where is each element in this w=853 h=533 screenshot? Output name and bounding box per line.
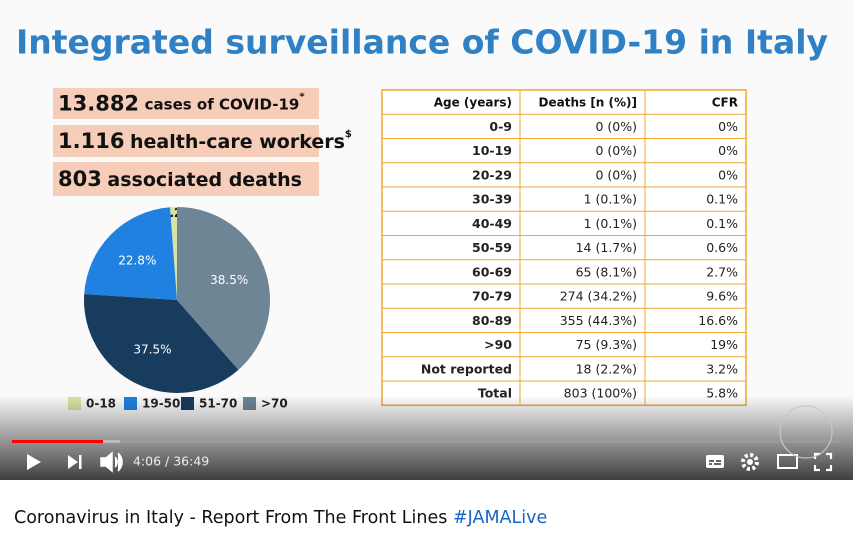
channel-watermark[interactable] (779, 405, 833, 459)
stat-label: cases of COVID-19 (145, 95, 300, 113)
table-cell: 18 (2.2%) (576, 361, 637, 376)
table-cell: 0% (718, 143, 738, 158)
stat-box (53, 125, 319, 157)
table-age: 10-19 (472, 143, 512, 158)
fullscreen-button[interactable] (813, 452, 833, 472)
pie-label: 37.5% (133, 343, 171, 357)
table-cell: 0% (718, 119, 738, 134)
stat-note: $ (345, 129, 352, 140)
slide-title: Integrated surveillance of COVID-19 in I… (16, 23, 828, 62)
table-age: 80-89 (472, 313, 512, 328)
table-cell: 0 (0%) (595, 167, 637, 182)
table-cell: 355 (44.3%) (560, 313, 637, 328)
table-age: 20-29 (472, 167, 512, 182)
table-cell: 1 (0.1%) (584, 216, 637, 231)
video-title-text: Coronavirus in Italy - Report From The F… (14, 508, 447, 528)
stat-note: * (299, 92, 305, 103)
stat-number: 1.116 (58, 129, 124, 153)
progress-played (12, 440, 103, 443)
video-hashtag[interactable]: #JAMALive (453, 508, 547, 528)
stat-label: associated deaths (107, 169, 302, 191)
table-header: Deaths [n (%)] (539, 96, 637, 110)
stat-box (53, 162, 319, 196)
slide-content: 13.882 cases of COVID-19* 1.116 health-ca… (53, 88, 747, 411)
volume-button[interactable] (100, 451, 123, 473)
table-cell: 19% (710, 337, 738, 352)
table-age: 50-59 (472, 240, 512, 255)
play-button[interactable] (27, 454, 41, 470)
table-cell: 0.6% (706, 240, 738, 255)
table-age: 70-79 (472, 289, 512, 304)
table-age: 30-39 (472, 192, 512, 207)
table-cell: 16.6% (698, 313, 738, 328)
stat-text: 803 associated deaths (58, 167, 302, 191)
table-cell: 9.6% (706, 289, 738, 304)
table-frame (381, 89, 747, 406)
table-cell: 0.1% (706, 216, 738, 231)
table-cell: 2.7% (706, 264, 738, 279)
pie-label: 22.8% (118, 253, 156, 267)
pie-slice (169, 207, 177, 300)
settings-button[interactable] (741, 453, 759, 471)
pie-slice (84, 207, 177, 300)
table-age: Not reported (421, 361, 512, 376)
pie-label: 38.5% (210, 273, 248, 287)
stat-box (53, 88, 319, 119)
time-display: 4:06 / 36:49 (133, 454, 209, 469)
table-cell: 274 (34.2%) (560, 289, 637, 304)
table-cell: 65 (8.1%) (576, 264, 637, 279)
stat-label: health-care workers (130, 131, 345, 153)
pie-slice (177, 207, 270, 370)
table-age: 60-69 (472, 264, 512, 279)
theater-button[interactable] (777, 454, 798, 469)
table-header: Age (years) (434, 96, 512, 110)
table-cell: 3.2% (706, 361, 738, 376)
captions-glyph (709, 460, 721, 465)
progress-track[interactable] (12, 440, 840, 443)
stat-text: 13.882 cases of COVID-19* (58, 92, 305, 116)
settings-hub (747, 459, 753, 465)
table-cell: 75 (9.3%) (576, 337, 637, 352)
table-header: CFR (712, 96, 738, 110)
table-cell: 0.1% (706, 192, 738, 207)
table-cell: 0 (0%) (595, 119, 637, 134)
table-cell: 0 (0%) (595, 143, 637, 158)
table-cell: 0% (718, 167, 738, 182)
video-title: Coronavirus in Italy - Report From The F… (14, 508, 547, 528)
stat-number: 803 (58, 167, 102, 191)
stat-text: 1.116 health-care workers$ (58, 129, 352, 153)
table-cell: 14 (1.7%) (576, 240, 637, 255)
table-age: 40-49 (472, 216, 512, 231)
stat-number: 13.882 (58, 92, 139, 116)
captions-button[interactable] (706, 455, 724, 468)
pie-slice (84, 294, 239, 393)
table-age: >90 (484, 337, 512, 352)
table-age: 0-9 (489, 119, 512, 134)
table-cell: 1 (0.1%) (584, 192, 637, 207)
next-button[interactable] (68, 455, 82, 469)
controls-shade (0, 395, 853, 480)
